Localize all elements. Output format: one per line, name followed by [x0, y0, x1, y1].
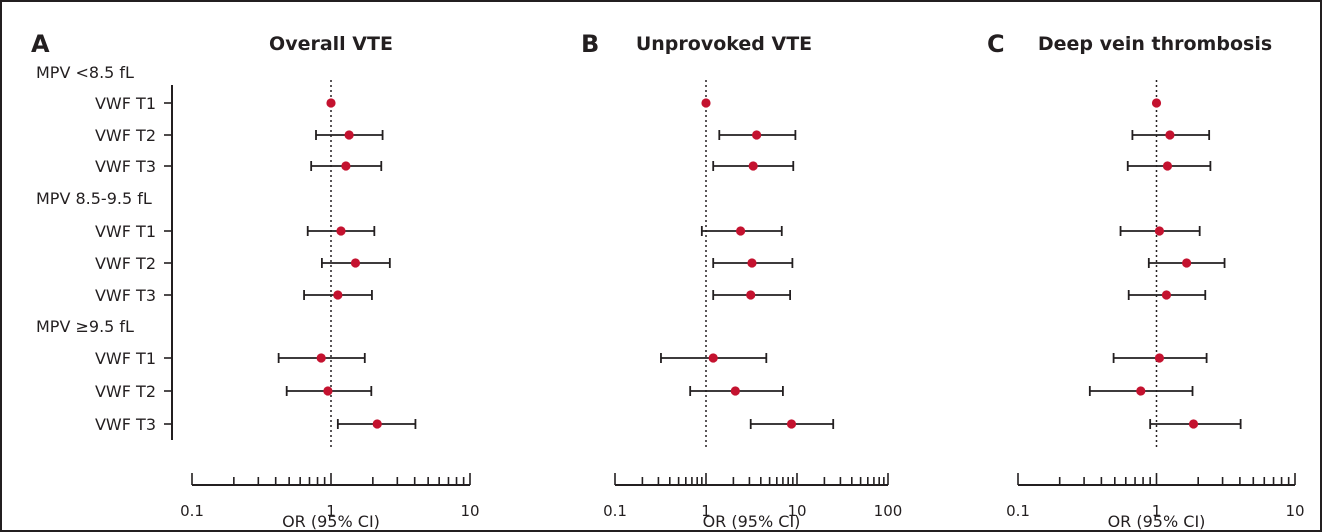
x-tick-label: 1 — [701, 502, 711, 520]
row-group-label: MPV 8.5-9.5 fL — [36, 189, 152, 208]
odds-ratio-point — [1188, 419, 1199, 429]
panel-title: Unprovoked VTE — [636, 33, 812, 55]
x-tick-label: 10 — [460, 502, 479, 520]
row-group-label: MPV ≥9.5 fL — [36, 317, 134, 336]
odds-ratio-point — [341, 161, 351, 171]
odds-ratio-point — [708, 353, 718, 363]
panel-c: C Deep vein thrombosis 0.1 1 10 OR (95% CI) — [987, 30, 1305, 531]
odds-ratio-point — [730, 386, 740, 396]
odds-ratio-point — [333, 290, 343, 300]
panel-title: Overall VTE — [269, 33, 393, 55]
odds-ratio-point — [1182, 258, 1192, 268]
odds-ratio-point — [316, 353, 326, 363]
x-tick-label: 100 — [874, 502, 903, 520]
odds-ratio-point — [1154, 226, 1165, 236]
odds-ratio-point — [1154, 353, 1165, 363]
odds-ratio-point — [372, 419, 382, 429]
x-tick-label: 10 — [787, 502, 806, 520]
odds-ratio-point — [1136, 386, 1146, 396]
x-tick-label: 0.1 — [1006, 502, 1030, 520]
row-labels: MPV <8.5 fL VWF T1 VWF T2 VWF T3 MPV 8.5-9.5… — [36, 63, 173, 440]
odds-ratio-point — [786, 419, 797, 429]
odds-ratio-point — [326, 98, 336, 108]
odds-ratio-point — [336, 226, 346, 236]
odds-ratio-point — [350, 258, 361, 268]
panel-title: Deep vein thrombosis — [1038, 33, 1272, 55]
row-item-label: VWF T1 — [95, 94, 156, 113]
x-axis-label: OR (95% CI) — [282, 512, 380, 531]
odds-ratio-point — [323, 386, 333, 396]
row-item-label: VWF T3 — [95, 286, 156, 305]
odds-ratio-point — [746, 290, 756, 300]
odds-ratio-point — [748, 161, 758, 171]
odds-ratio-point — [1161, 290, 1172, 300]
odds-ratio-point — [1165, 130, 1175, 140]
row-item-label: VWF T2 — [95, 254, 156, 273]
odds-ratio-point — [747, 258, 757, 268]
panel-letter: B — [581, 30, 599, 58]
x-tick-label: 0.1 — [603, 502, 627, 520]
row-group-label: MPV <8.5 fL — [36, 63, 134, 82]
x-tick-label: 1 — [326, 502, 336, 520]
odds-ratio-point — [701, 98, 711, 108]
x-tick-label: 1 — [1152, 502, 1162, 520]
row-item-label: VWF T1 — [95, 349, 156, 368]
panel-letter: A — [31, 30, 50, 58]
row-item-label: VWF T2 — [95, 382, 156, 401]
panel-b: B Unprovoked VTE 0.1 1 10 100 OR (95% CI) — [581, 30, 902, 531]
panel-letter: C — [987, 30, 1005, 58]
odds-ratio-point — [752, 130, 762, 140]
x-tick-label: 0.1 — [180, 502, 204, 520]
x-axis-label: OR (95% CI) — [1108, 512, 1206, 531]
x-axis-label: OR (95% CI) — [703, 512, 801, 531]
odds-ratio-point — [344, 130, 354, 140]
odds-ratio-point — [1151, 98, 1162, 108]
odds-ratio-point — [735, 226, 746, 236]
panel-a: A Overall VTE 0.1 1 10 OR (95% CI) — [31, 30, 480, 531]
x-tick-label: 10 — [1285, 502, 1304, 520]
row-item-label: VWF T3 — [95, 415, 156, 434]
row-item-label: VWF T3 — [95, 157, 156, 176]
odds-ratio-point — [1162, 161, 1173, 171]
row-item-label: VWF T1 — [95, 222, 156, 241]
row-item-label: VWF T2 — [95, 126, 156, 145]
